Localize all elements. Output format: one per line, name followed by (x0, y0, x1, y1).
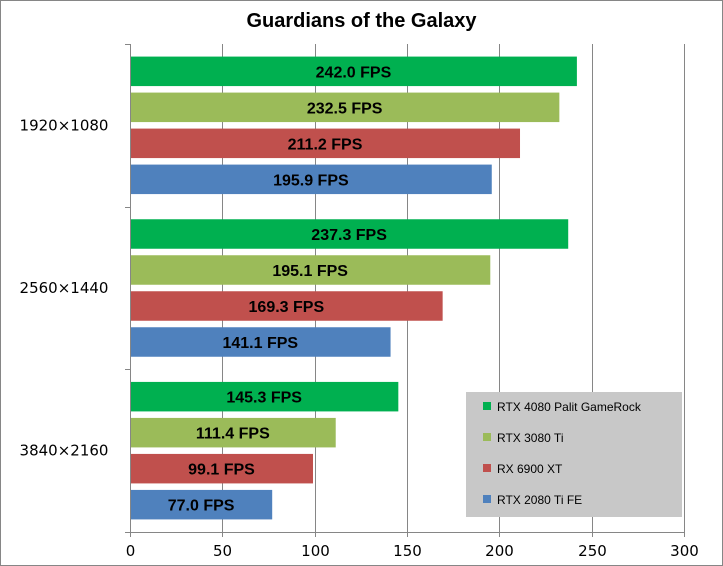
bar (131, 453, 314, 484)
legend-swatch (483, 495, 491, 503)
bar-value-label: 232.5 FPS (307, 100, 383, 117)
bar-value-label: 145.3 FPS (226, 390, 302, 407)
bar (131, 381, 399, 412)
bar-value-label: 195.9 FPS (273, 172, 349, 189)
bar (131, 219, 569, 249)
bar-value-label: 195.1 FPS (272, 263, 348, 280)
bar-value-label: 99.1 FPS (188, 462, 255, 479)
legend-entry: RTX 3080 Ti (497, 431, 563, 445)
category-label: 2560×1440 (20, 279, 109, 297)
chart-title: Guardians of the Galaxy (246, 10, 477, 32)
bar (131, 489, 273, 520)
bar-value-label: 169.3 FPS (249, 299, 325, 316)
bar (131, 327, 391, 357)
bar-value-label: 242.0 FPS (316, 64, 392, 81)
legend-swatch (483, 402, 491, 410)
bar (131, 56, 577, 87)
x-tick-label: 150 (393, 542, 422, 560)
legend-box (466, 392, 682, 517)
legend-entry: RX 6900 XT (497, 462, 563, 476)
legend-swatch (483, 464, 491, 472)
x-tick-label: 300 (670, 542, 699, 560)
x-tick-label: 250 (578, 542, 607, 560)
x-tick-label: 100 (301, 542, 330, 560)
legend-entry: RTX 4080 Palit GameRock (497, 400, 642, 414)
category-label: 1920×1080 (20, 116, 109, 134)
bar (131, 128, 521, 159)
bar-value-label: 111.4 FPS (196, 426, 270, 443)
legend-swatch (483, 433, 491, 441)
bar-value-label: 77.0 FPS (168, 498, 235, 515)
category-label: 3840×2160 (20, 442, 109, 460)
bar-value-label: 211.2 FPS (288, 136, 363, 153)
x-tick-label: 0 (126, 542, 136, 560)
bar (131, 164, 492, 195)
bar (131, 291, 443, 321)
bar-value-label: 141.1 FPS (222, 335, 298, 352)
x-tick-label: 50 (213, 542, 232, 560)
x-tick-label: 200 (485, 542, 514, 560)
bar (131, 92, 560, 123)
legend-entry: RTX 2080 Ti FE (497, 493, 582, 507)
bar (131, 255, 491, 285)
bar (131, 417, 336, 448)
bar-value-label: 237.3 FPS (311, 227, 387, 244)
